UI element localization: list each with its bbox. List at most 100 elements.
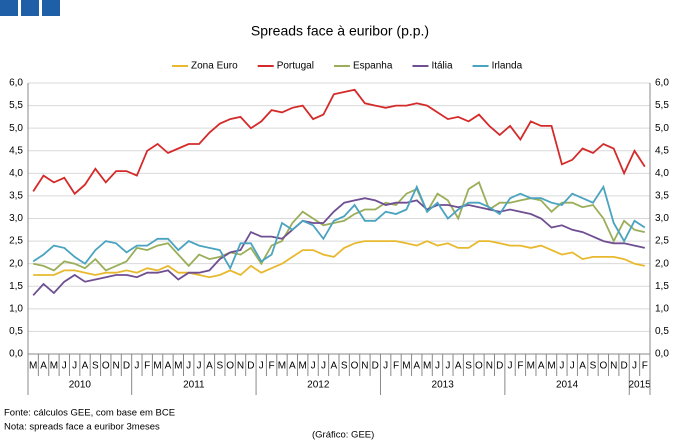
x-tick-label: S	[590, 361, 597, 372]
x-tick-label: J	[383, 361, 388, 372]
x-tick-label: J	[321, 361, 326, 372]
y-tick-label: 5,5	[9, 100, 23, 111]
x-tick-label: M	[50, 361, 58, 372]
x-tick-label: N	[112, 361, 119, 372]
x-tick-label: J	[134, 361, 139, 372]
x-tick-label: J	[570, 361, 575, 372]
y2-tick-label: 4,5	[655, 145, 669, 156]
y-tick-label: 0,0	[9, 349, 23, 360]
x-tick-label: J	[632, 361, 637, 372]
y2-tick-label: 4,0	[655, 168, 669, 179]
x-tick-label: D	[247, 361, 254, 372]
x-tick-label: M	[423, 361, 431, 372]
x-tick-label: S	[216, 361, 223, 372]
series-line	[32, 197, 645, 296]
logo-square	[21, 0, 39, 16]
y2-tick-label: 6,0	[655, 78, 669, 89]
x-tick-label: J	[197, 361, 202, 372]
y2-tick-label: 0,5	[655, 326, 669, 337]
x-tick-label: M	[29, 361, 37, 372]
x-tick-label: J	[72, 361, 77, 372]
y2-tick-label: 2,5	[655, 236, 669, 247]
legend-label: Espanha	[353, 61, 393, 72]
x-tick-label: O	[599, 361, 607, 372]
year-label: 2011	[183, 380, 205, 391]
x-tick-label: J	[311, 361, 316, 372]
y-tick-label: 1,5	[9, 281, 23, 292]
x-tick-label: F	[269, 361, 275, 372]
x-tick-label: D	[620, 361, 627, 372]
legend-label: Portugal	[277, 61, 314, 72]
x-tick-label: J	[559, 361, 564, 372]
legend-label: Irlanda	[492, 61, 523, 72]
x-tick-label: M	[402, 361, 410, 372]
x-tick-label: F	[144, 361, 150, 372]
x-tick-label: J	[435, 361, 440, 372]
year-label: 2015	[629, 380, 652, 391]
logo-square	[0, 0, 18, 16]
note: Nota: spreads face a euribor 3meses	[4, 422, 160, 433]
y-tick-label: 1,0	[9, 303, 23, 314]
x-tick-label: A	[413, 361, 420, 372]
y-tick-label: 3,0	[9, 213, 23, 224]
x-tick-label: D	[123, 361, 130, 372]
x-tick-label: S	[465, 361, 472, 372]
x-tick-label: D	[496, 361, 503, 372]
y2-tick-label: 3,5	[655, 191, 669, 202]
x-tick-label: M	[153, 361, 161, 372]
x-tick-label: N	[610, 361, 617, 372]
x-tick-label: J	[445, 361, 450, 372]
x-tick-label: J	[62, 361, 67, 372]
y2-tick-label: 3,0	[655, 213, 669, 224]
x-tick-label: A	[206, 361, 213, 372]
x-tick-label: J	[259, 361, 264, 372]
x-tick-label: M	[278, 361, 286, 372]
y-tick-label: 0,5	[9, 326, 23, 337]
year-label: 2014	[556, 380, 579, 391]
y-tick-label: 4,5	[9, 145, 23, 156]
x-tick-label: A	[40, 361, 47, 372]
x-tick-label: S	[341, 361, 348, 372]
x-tick-label: O	[351, 361, 359, 372]
x-tick-label: O	[475, 361, 483, 372]
note: Fonte: cálculos GEE, com base em BCE	[4, 408, 175, 419]
y-tick-label: 2,0	[9, 258, 23, 269]
x-tick-label: M	[527, 361, 535, 372]
legend-label: Itália	[431, 61, 453, 72]
x-tick-label: A	[455, 361, 462, 372]
logo-square	[42, 0, 60, 16]
x-tick-label: F	[393, 361, 399, 372]
x-tick-label: J	[508, 361, 513, 372]
legend-label: Zona Euro	[191, 61, 238, 72]
series-line	[33, 181, 645, 272]
y-tick-label: 6,0	[9, 78, 23, 89]
credit: (Gráfico: GEE)	[312, 430, 374, 441]
x-tick-label: F	[517, 361, 523, 372]
series-line	[32, 88, 646, 196]
x-tick-label: N	[486, 361, 493, 372]
x-tick-label: F	[642, 361, 648, 372]
y-tick-label: 4,0	[9, 168, 23, 179]
x-tick-label: M	[174, 361, 182, 372]
x-tick-label: J	[186, 361, 191, 372]
x-tick-label: A	[579, 361, 586, 372]
series-line	[32, 184, 646, 271]
x-tick-label: N	[361, 361, 368, 372]
x-tick-label: M	[547, 361, 555, 372]
x-tick-label: N	[237, 361, 244, 372]
x-tick-label: A	[82, 361, 89, 372]
y-tick-label: 3,5	[9, 191, 23, 202]
x-tick-label: O	[102, 361, 110, 372]
x-tick-label: A	[289, 361, 296, 372]
y2-tick-label: 5,0	[655, 123, 669, 134]
y2-tick-label: 1,5	[655, 281, 669, 292]
y2-tick-label: 5,5	[655, 100, 669, 111]
x-tick-label: D	[372, 361, 379, 372]
y2-tick-label: 1,0	[655, 303, 669, 314]
x-tick-label: M	[299, 361, 307, 372]
chart-title: Spreads face à euribor (p.p.)	[251, 23, 429, 39]
x-tick-label: A	[538, 361, 545, 372]
x-tick-label: A	[165, 361, 172, 372]
y2-tick-label: 0,0	[655, 349, 669, 360]
